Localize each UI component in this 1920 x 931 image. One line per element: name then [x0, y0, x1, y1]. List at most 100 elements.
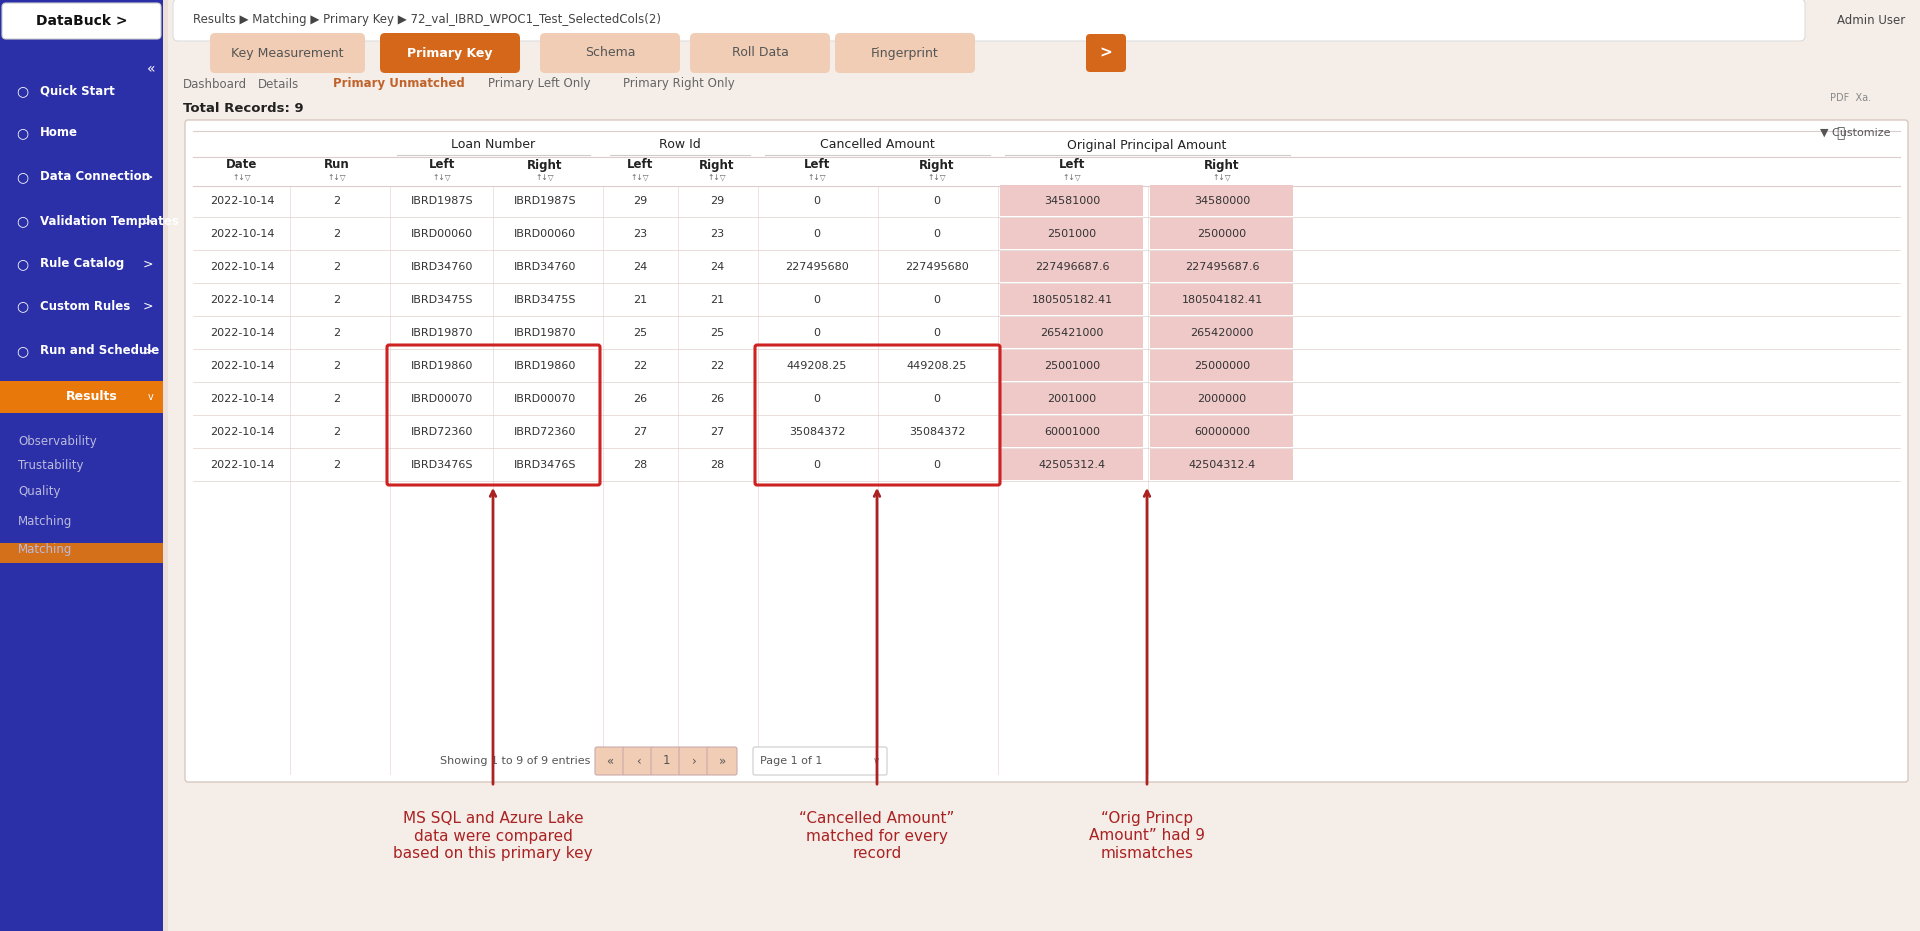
Text: 0: 0 [933, 229, 941, 239]
Text: ↑↓▽: ↑↓▽ [630, 173, 649, 182]
Text: 26: 26 [710, 394, 724, 404]
Text: 2: 2 [334, 196, 340, 206]
FancyBboxPatch shape [595, 747, 626, 775]
Text: IBRD34760: IBRD34760 [515, 262, 576, 272]
Text: 2: 2 [334, 229, 340, 239]
Text: IBRD3475S: IBRD3475S [515, 295, 576, 305]
Text: 23: 23 [710, 229, 724, 239]
Text: 2022-10-14: 2022-10-14 [209, 328, 275, 338]
Text: 24: 24 [710, 262, 724, 272]
FancyBboxPatch shape [1150, 185, 1292, 216]
Text: 2: 2 [334, 295, 340, 305]
Text: 180505182.41: 180505182.41 [1031, 295, 1112, 305]
FancyBboxPatch shape [173, 0, 1805, 41]
Text: 0: 0 [933, 394, 941, 404]
Text: Right: Right [920, 158, 954, 171]
Text: 24: 24 [634, 262, 647, 272]
Text: Data Connection: Data Connection [40, 170, 150, 183]
Text: 42504312.4: 42504312.4 [1188, 460, 1256, 470]
Text: IBRD19870: IBRD19870 [411, 328, 472, 338]
FancyBboxPatch shape [2, 3, 161, 39]
Text: Right: Right [699, 158, 735, 171]
FancyBboxPatch shape [209, 33, 365, 73]
Text: 29: 29 [710, 196, 724, 206]
Text: ↑↓▽: ↑↓▽ [432, 173, 451, 182]
FancyBboxPatch shape [540, 33, 680, 73]
FancyBboxPatch shape [1150, 383, 1292, 414]
Text: ↑↓▽: ↑↓▽ [1062, 173, 1081, 182]
Text: 2022-10-14: 2022-10-14 [209, 229, 275, 239]
FancyBboxPatch shape [680, 747, 708, 775]
Text: 0: 0 [933, 328, 941, 338]
Text: 2500000: 2500000 [1198, 229, 1246, 239]
Text: 34581000: 34581000 [1044, 196, 1100, 206]
Text: 0: 0 [814, 394, 820, 404]
Text: 22: 22 [634, 361, 647, 371]
Text: ↑↓▽: ↑↓▽ [232, 173, 252, 182]
Text: 23: 23 [634, 229, 647, 239]
Text: ↑↓▽: ↑↓▽ [536, 173, 555, 182]
Text: ○: ○ [15, 344, 29, 358]
Text: Date: Date [227, 158, 257, 171]
Text: 2: 2 [334, 394, 340, 404]
Text: Fingerprint: Fingerprint [872, 47, 939, 60]
Text: Loan Number: Loan Number [451, 139, 536, 152]
Text: Original Principal Amount: Original Principal Amount [1068, 139, 1227, 152]
Text: 2: 2 [334, 328, 340, 338]
Text: IBRD3476S: IBRD3476S [515, 460, 576, 470]
Text: 2022-10-14: 2022-10-14 [209, 427, 275, 437]
Text: ○: ○ [15, 257, 29, 271]
Text: 449208.25: 449208.25 [906, 361, 968, 371]
FancyBboxPatch shape [1150, 284, 1292, 315]
Text: 227495680: 227495680 [904, 262, 970, 272]
Text: ○: ○ [15, 214, 29, 228]
Text: Left: Left [626, 158, 653, 171]
Text: “Cancelled Amount”
matched for every
record: “Cancelled Amount” matched for every rec… [799, 811, 954, 861]
Text: 2: 2 [334, 262, 340, 272]
Text: Dashboard: Dashboard [182, 77, 248, 90]
Text: 265420000: 265420000 [1190, 328, 1254, 338]
Text: Primary Right Only: Primary Right Only [622, 77, 735, 90]
Text: Primary Unmatched: Primary Unmatched [332, 77, 465, 90]
Text: IBRD72360: IBRD72360 [411, 427, 472, 437]
FancyBboxPatch shape [835, 33, 975, 73]
Text: «: « [607, 754, 614, 767]
FancyBboxPatch shape [169, 0, 1920, 931]
Text: 2501000: 2501000 [1048, 229, 1096, 239]
Text: ›: › [691, 754, 697, 767]
Text: ○: ○ [15, 84, 29, 98]
Text: 2022-10-14: 2022-10-14 [209, 460, 275, 470]
Text: Matching: Matching [17, 543, 73, 556]
FancyBboxPatch shape [1000, 317, 1142, 348]
Text: 29: 29 [634, 196, 647, 206]
Text: Run: Run [324, 158, 349, 171]
Text: IBRD3476S: IBRD3476S [411, 460, 472, 470]
FancyBboxPatch shape [1150, 251, 1292, 282]
FancyBboxPatch shape [1000, 416, 1142, 447]
FancyBboxPatch shape [1150, 449, 1292, 480]
Text: 35084372: 35084372 [908, 427, 966, 437]
Text: 0: 0 [814, 295, 820, 305]
FancyBboxPatch shape [1000, 449, 1142, 480]
Text: 180504182.41: 180504182.41 [1181, 295, 1263, 305]
Text: ↑↓▽: ↑↓▽ [328, 173, 346, 182]
Text: ↑↓▽: ↑↓▽ [808, 173, 826, 182]
Text: ↑↓▽: ↑↓▽ [927, 173, 947, 182]
Text: IBRD00070: IBRD00070 [515, 394, 576, 404]
Text: IBRD1987S: IBRD1987S [515, 196, 576, 206]
Text: IBRD3475S: IBRD3475S [411, 295, 472, 305]
Text: 2022-10-14: 2022-10-14 [209, 196, 275, 206]
FancyBboxPatch shape [1000, 350, 1142, 381]
Text: 26: 26 [634, 394, 647, 404]
Text: 265421000: 265421000 [1041, 328, 1104, 338]
Text: 1: 1 [662, 754, 670, 767]
Text: Results: Results [65, 390, 117, 403]
Text: ○: ○ [15, 299, 29, 313]
Text: 28: 28 [634, 460, 647, 470]
FancyBboxPatch shape [651, 747, 682, 775]
Text: Left: Left [1058, 158, 1085, 171]
Text: 2000000: 2000000 [1198, 394, 1246, 404]
Text: Page 1 of 1: Page 1 of 1 [760, 756, 822, 766]
Text: 42505312.4: 42505312.4 [1039, 460, 1106, 470]
Text: 34580000: 34580000 [1194, 196, 1250, 206]
